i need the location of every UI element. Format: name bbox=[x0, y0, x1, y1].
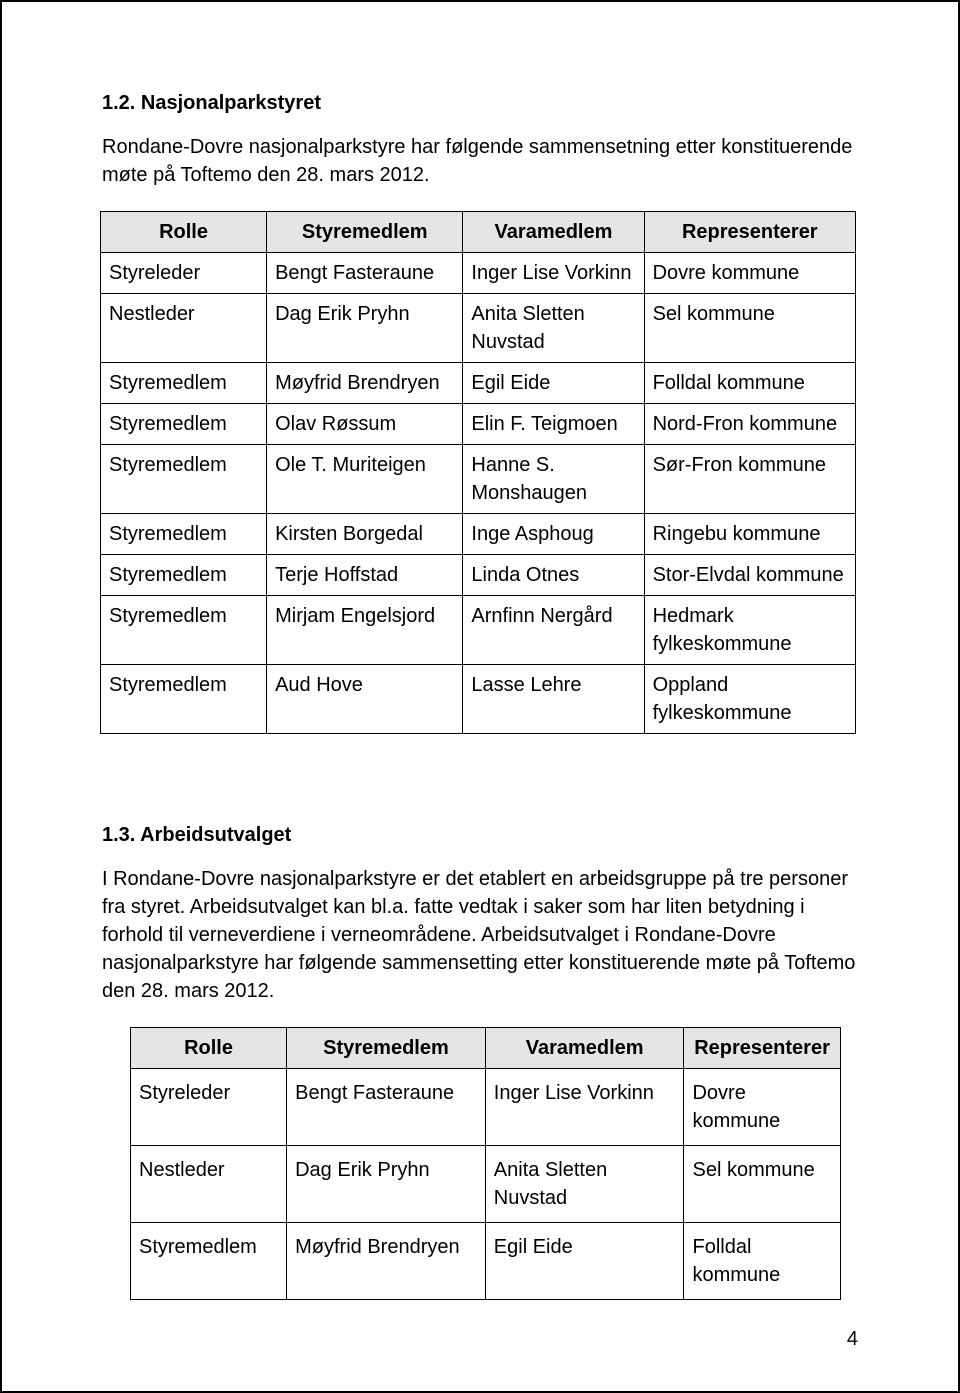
table-cell: Styreleder bbox=[131, 1069, 287, 1146]
table-cell: Bengt Fasteraune bbox=[287, 1069, 486, 1146]
table-row: StyrelederBengt FasterauneInger Lise Vor… bbox=[101, 253, 856, 294]
table-cell: Arnfinn Nergård bbox=[463, 596, 644, 665]
table-cell: Terje Hoffstad bbox=[267, 555, 463, 596]
table-cell: Nestleder bbox=[101, 294, 267, 363]
col-rolle: Rolle bbox=[101, 212, 267, 253]
table-cell: Anita Sletten Nuvstad bbox=[463, 294, 644, 363]
document-page: 1.2. Nasjonalparkstyret Rondane-Dovre na… bbox=[0, 0, 960, 1393]
section-1-2-intro: Rondane-Dovre nasjonalparkstyre har følg… bbox=[102, 133, 858, 189]
table-cell: Inger Lise Vorkinn bbox=[485, 1069, 684, 1146]
table-cell: Styremedlem bbox=[101, 555, 267, 596]
table-cell: Møyfrid Brendryen bbox=[267, 363, 463, 404]
table-row: StyremedlemKirsten BorgedalInge AsphougR… bbox=[101, 514, 856, 555]
table-cell: Folldal kommune bbox=[684, 1223, 840, 1300]
table-cell: Egil Eide bbox=[463, 363, 644, 404]
col-styremedlem: Styremedlem bbox=[267, 212, 463, 253]
table2-body: StyrelederBengt FasterauneInger Lise Vor… bbox=[131, 1069, 841, 1300]
table-row: StyremedlemMøyfrid BrendryenEgil EideFol… bbox=[131, 1223, 841, 1300]
table-row: StyremedlemMøyfrid BrendryenEgil EideFol… bbox=[101, 363, 856, 404]
table-cell: Inger Lise Vorkinn bbox=[463, 253, 644, 294]
table-cell: Styremedlem bbox=[101, 404, 267, 445]
table-row: StyremedlemAud HoveLasse LehreOppland fy… bbox=[101, 665, 856, 734]
table-cell: Anita Sletten Nuvstad bbox=[485, 1146, 684, 1223]
table-cell: Bengt Fasteraune bbox=[267, 253, 463, 294]
table-cell: Styreleder bbox=[101, 253, 267, 294]
table-cell: Oppland fylkeskommune bbox=[644, 665, 855, 734]
table-cell: Stor-Elvdal kommune bbox=[644, 555, 855, 596]
table-cell: Styremedlem bbox=[101, 665, 267, 734]
table-cell: Dovre kommune bbox=[644, 253, 855, 294]
page-number: 4 bbox=[847, 1328, 858, 1351]
table-cell: Olav Røssum bbox=[267, 404, 463, 445]
table-cell: Styremedlem bbox=[101, 445, 267, 514]
col-representerer: Representerer bbox=[644, 212, 855, 253]
table-header-row: Rolle Styremedlem Varamedlem Representer… bbox=[101, 212, 856, 253]
table-row: StyremedlemOlav RøssumElin F. TeigmoenNo… bbox=[101, 404, 856, 445]
table-row: NestlederDag Erik PryhnAnita Sletten Nuv… bbox=[131, 1146, 841, 1223]
table-cell: Dag Erik Pryhn bbox=[267, 294, 463, 363]
col-representerer: Representerer bbox=[684, 1028, 840, 1069]
table-row: NestlederDag Erik PryhnAnita Sletten Nuv… bbox=[101, 294, 856, 363]
table-cell: Egil Eide bbox=[485, 1223, 684, 1300]
table-cell: Aud Hove bbox=[267, 665, 463, 734]
table-row: StyremedlemMirjam EngelsjordArnfinn Nerg… bbox=[101, 596, 856, 665]
table-cell: Mirjam Engelsjord bbox=[267, 596, 463, 665]
table-row: StyremedlemOle T. MuriteigenHanne S. Mon… bbox=[101, 445, 856, 514]
table-cell: Dovre kommune bbox=[684, 1069, 840, 1146]
table-row: StyrelederBengt FasterauneInger Lise Vor… bbox=[131, 1069, 841, 1146]
table-cell: Sør-Fron kommune bbox=[644, 445, 855, 514]
nasjonalparkstyret-table: Rolle Styremedlem Varamedlem Representer… bbox=[100, 211, 856, 734]
table-header-row: Rolle Styremedlem Varamedlem Representer… bbox=[131, 1028, 841, 1069]
table-cell: Styremedlem bbox=[131, 1223, 287, 1300]
col-varamedlem: Varamedlem bbox=[485, 1028, 684, 1069]
section-1-3-intro: I Rondane-Dovre nasjonalparkstyre er det… bbox=[102, 865, 858, 1005]
table-cell: Linda Otnes bbox=[463, 555, 644, 596]
table-cell: Sel kommune bbox=[644, 294, 855, 363]
table1-body: StyrelederBengt FasterauneInger Lise Vor… bbox=[101, 253, 856, 734]
table-cell: Ringebu kommune bbox=[644, 514, 855, 555]
table-cell: Styremedlem bbox=[101, 514, 267, 555]
col-varamedlem: Varamedlem bbox=[463, 212, 644, 253]
section-1-3-heading: 1.3. Arbeidsutvalget bbox=[102, 824, 858, 847]
table-cell: Nord-Fron kommune bbox=[644, 404, 855, 445]
table-cell: Styremedlem bbox=[101, 596, 267, 665]
table-cell: Møyfrid Brendryen bbox=[287, 1223, 486, 1300]
table-cell: Dag Erik Pryhn bbox=[287, 1146, 486, 1223]
table-cell: Elin F. Teigmoen bbox=[463, 404, 644, 445]
table-cell: Hedmark fylkeskommune bbox=[644, 596, 855, 665]
table-cell: Ole T. Muriteigen bbox=[267, 445, 463, 514]
table-cell: Kirsten Borgedal bbox=[267, 514, 463, 555]
table-cell: Styremedlem bbox=[101, 363, 267, 404]
section-1-2-heading: 1.2. Nasjonalparkstyret bbox=[102, 92, 858, 115]
table-row: StyremedlemTerje HoffstadLinda OtnesStor… bbox=[101, 555, 856, 596]
table-cell: Folldal kommune bbox=[644, 363, 855, 404]
table-cell: Nestleder bbox=[131, 1146, 287, 1223]
table-cell: Hanne S. Monshaugen bbox=[463, 445, 644, 514]
table-cell: Inge Asphoug bbox=[463, 514, 644, 555]
col-rolle: Rolle bbox=[131, 1028, 287, 1069]
arbeidsutvalget-table: Rolle Styremedlem Varamedlem Representer… bbox=[130, 1027, 841, 1300]
table-cell: Sel kommune bbox=[684, 1146, 840, 1223]
table-cell: Lasse Lehre bbox=[463, 665, 644, 734]
col-styremedlem: Styremedlem bbox=[287, 1028, 486, 1069]
